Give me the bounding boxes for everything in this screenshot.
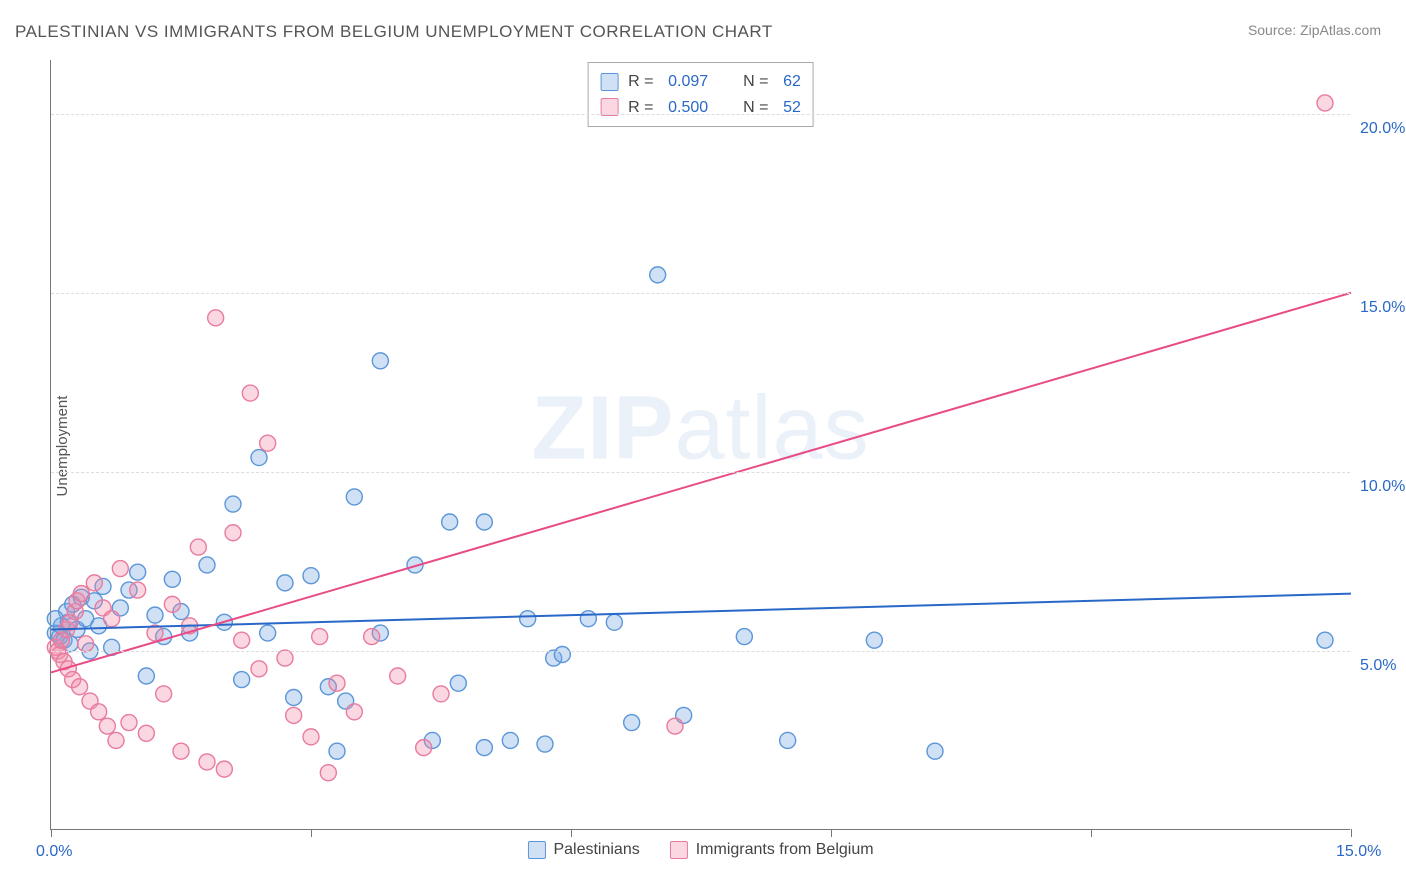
- gridline: [51, 293, 1350, 294]
- trend-line: [51, 293, 1351, 673]
- data-point: [199, 754, 215, 770]
- x-tick: [1091, 829, 1092, 837]
- data-point: [234, 632, 250, 648]
- data-point: [303, 568, 319, 584]
- data-point: [86, 575, 102, 591]
- data-point: [216, 761, 232, 777]
- data-point: [156, 686, 172, 702]
- data-point: [277, 575, 293, 591]
- data-point: [121, 715, 137, 731]
- data-point: [277, 650, 293, 666]
- data-point: [667, 718, 683, 734]
- y-tick-label: 5.0%: [1360, 657, 1406, 675]
- data-point: [72, 679, 88, 695]
- data-point: [190, 539, 206, 555]
- trend-line: [51, 594, 1351, 630]
- data-point: [329, 743, 345, 759]
- data-point: [173, 743, 189, 759]
- data-point: [390, 668, 406, 684]
- chart-area: ZIPatlas R = 0.097 N = 62 R = 0.500 N = …: [50, 60, 1350, 830]
- swatch-icon: [670, 841, 688, 859]
- x-tick: [51, 829, 52, 837]
- data-point: [554, 647, 570, 663]
- data-point: [91, 704, 107, 720]
- gridline: [51, 472, 1350, 473]
- series-label: Palestinians: [553, 841, 639, 859]
- data-point: [260, 435, 276, 451]
- data-point: [112, 561, 128, 577]
- data-point: [364, 629, 380, 645]
- data-point: [780, 732, 796, 748]
- data-point: [138, 725, 154, 741]
- data-point: [372, 353, 388, 369]
- swatch-icon: [527, 841, 545, 859]
- data-point: [476, 514, 492, 530]
- legend-item: Palestinians: [527, 841, 639, 859]
- legend-series: Palestinians Immigrants from Belgium: [527, 841, 873, 859]
- data-point: [606, 614, 622, 630]
- data-point: [303, 729, 319, 745]
- data-point: [251, 450, 267, 466]
- data-point: [650, 267, 666, 283]
- data-point: [312, 629, 328, 645]
- data-point: [520, 611, 536, 627]
- data-point: [147, 607, 163, 623]
- data-point: [1317, 95, 1333, 111]
- data-point: [442, 514, 458, 530]
- x-tick: [571, 829, 572, 837]
- data-point: [320, 765, 336, 781]
- data-point: [208, 310, 224, 326]
- legend-item: Immigrants from Belgium: [670, 841, 874, 859]
- series-label: Immigrants from Belgium: [696, 841, 874, 859]
- scatter-plot: [51, 60, 1350, 829]
- data-point: [537, 736, 553, 752]
- data-point: [286, 707, 302, 723]
- data-point: [286, 689, 302, 705]
- y-tick-label: 20.0%: [1360, 120, 1406, 138]
- data-point: [736, 629, 752, 645]
- x-tick: [831, 829, 832, 837]
- data-point: [624, 715, 640, 731]
- data-point: [234, 672, 250, 688]
- data-point: [450, 675, 466, 691]
- data-point: [580, 611, 596, 627]
- gridline: [51, 651, 1350, 652]
- data-point: [416, 740, 432, 756]
- gridline: [51, 114, 1350, 115]
- data-point: [346, 704, 362, 720]
- data-point: [225, 525, 241, 541]
- data-point: [502, 732, 518, 748]
- data-point: [927, 743, 943, 759]
- data-point: [130, 582, 146, 598]
- data-point: [78, 636, 94, 652]
- data-point: [260, 625, 276, 641]
- data-point: [130, 564, 146, 580]
- x-tick: [1351, 829, 1352, 837]
- x-tick-label: 0.0%: [36, 843, 72, 861]
- data-point: [433, 686, 449, 702]
- data-point: [99, 718, 115, 734]
- data-point: [346, 489, 362, 505]
- data-point: [476, 740, 492, 756]
- chart-title: PALESTINIAN VS IMMIGRANTS FROM BELGIUM U…: [15, 22, 773, 42]
- data-point: [225, 496, 241, 512]
- data-point: [104, 611, 120, 627]
- data-point: [138, 668, 154, 684]
- y-tick-label: 10.0%: [1360, 478, 1406, 496]
- data-point: [164, 596, 180, 612]
- data-point: [251, 661, 267, 677]
- source-label: Source: ZipAtlas.com: [1248, 22, 1381, 38]
- data-point: [1317, 632, 1333, 648]
- y-tick-label: 15.0%: [1360, 299, 1406, 317]
- x-tick-label: 15.0%: [1336, 843, 1381, 861]
- data-point: [866, 632, 882, 648]
- x-tick: [311, 829, 312, 837]
- data-point: [108, 732, 124, 748]
- data-point: [73, 586, 89, 602]
- data-point: [199, 557, 215, 573]
- data-point: [164, 571, 180, 587]
- data-point: [242, 385, 258, 401]
- data-point: [329, 675, 345, 691]
